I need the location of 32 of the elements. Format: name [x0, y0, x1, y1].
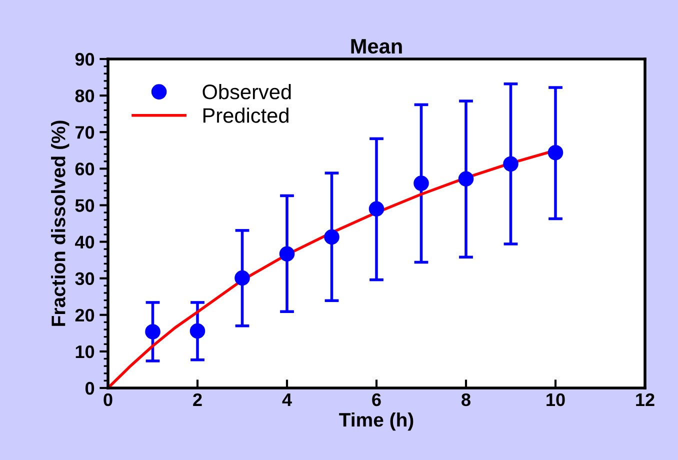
y-tick-label: 70 [76, 126, 94, 139]
x-tick-label: 10 [546, 393, 565, 406]
point [368, 201, 384, 217]
y-tick-label: 50 [75, 199, 94, 212]
legend-label: Observed [202, 84, 291, 100]
chart-title: Mean [351, 39, 402, 54]
x-tick-label: 0 [104, 393, 112, 406]
y-tick-label: 40 [75, 236, 94, 248]
x-axis-title: Time (h) [339, 412, 414, 431]
point [414, 176, 429, 191]
point [145, 324, 160, 340]
point [324, 229, 340, 245]
point [458, 171, 474, 187]
point [548, 144, 564, 160]
y-tick-label: 60 [75, 162, 94, 176]
point [503, 156, 518, 172]
y-tick-label: 0 [85, 382, 94, 395]
x-tick-label: 8 [462, 393, 470, 406]
x-tick-label: 12 [636, 393, 654, 406]
point [279, 246, 295, 262]
x-tick-label: 6 [372, 393, 381, 406]
y-tick-label: 10 [76, 345, 94, 358]
y-tick-label: 20 [75, 308, 94, 322]
point [190, 323, 206, 339]
x-tick-label: 4 [282, 394, 292, 406]
y-tick-label: 80 [75, 89, 94, 102]
y-tick-label: 30 [75, 272, 94, 286]
point [234, 270, 250, 286]
legend-label: Predicted [203, 108, 288, 123]
y-axis-title: Fraction dissolved (%) [51, 120, 70, 326]
y-tick-label: 90 [75, 52, 94, 66]
x-tick-label: 2 [193, 393, 202, 406]
